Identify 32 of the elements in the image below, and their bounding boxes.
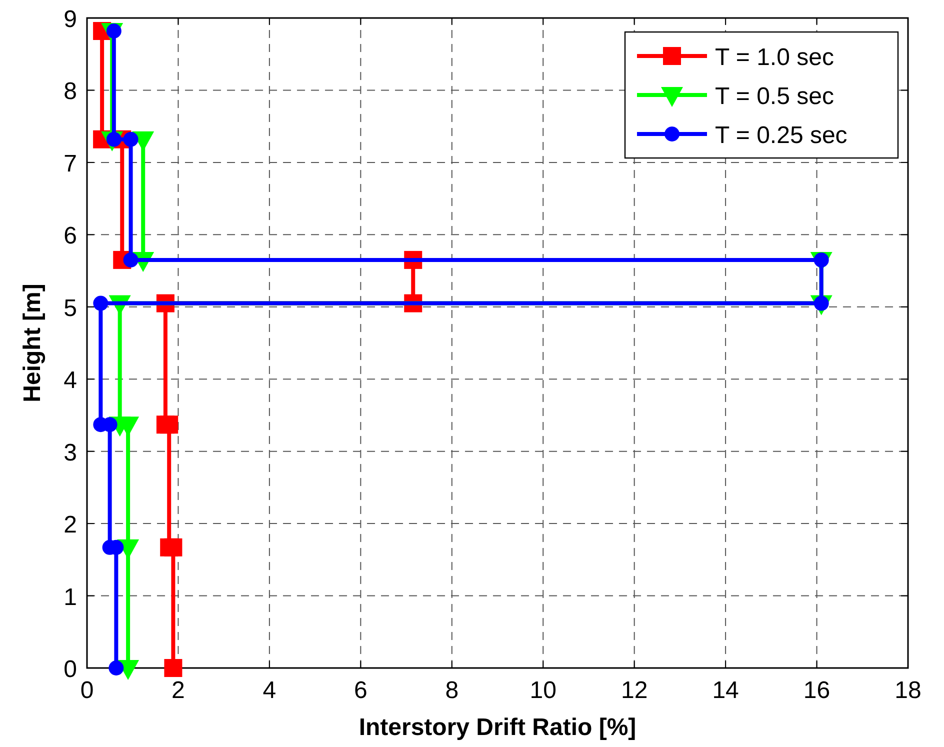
y-tick-label: 5 bbox=[64, 294, 77, 322]
x-axis-title: Interstory Drift Ratio [%] bbox=[358, 714, 636, 741]
point bbox=[93, 296, 108, 311]
x-tick-label: 16 bbox=[803, 677, 830, 704]
point bbox=[123, 252, 138, 268]
y-tick-label: 9 bbox=[64, 6, 77, 33]
point bbox=[123, 132, 138, 147]
x-tick-label: 12 bbox=[620, 677, 648, 704]
point bbox=[164, 659, 182, 677]
y-tick-label: 2 bbox=[64, 512, 77, 539]
legend-label: T = 0.5 sec bbox=[715, 83, 834, 110]
y-tick-label: 1 bbox=[64, 584, 77, 611]
point bbox=[160, 538, 178, 556]
y-tick-label: 4 bbox=[64, 367, 77, 394]
y-tick-label: 0 bbox=[64, 656, 77, 683]
y-tick-label: 6 bbox=[64, 222, 77, 250]
x-tick-label: 18 bbox=[894, 677, 922, 704]
y-tick-label: 3 bbox=[64, 439, 77, 466]
x-tick-label: 10 bbox=[530, 677, 556, 704]
point bbox=[108, 660, 124, 676]
y-tick-label: 7 bbox=[64, 150, 77, 178]
point bbox=[156, 416, 174, 434]
x-tick-label: 6 bbox=[354, 677, 368, 704]
x-tick-label: 0 bbox=[80, 677, 94, 704]
y-axis-title: Height [m] bbox=[19, 284, 46, 402]
x-tick-label: 2 bbox=[172, 677, 185, 704]
x-tick-label: 8 bbox=[445, 677, 459, 704]
x-tick-label: 4 bbox=[262, 677, 276, 704]
legend-label: T = 1.0 sec bbox=[715, 44, 834, 71]
legend-label: T = 0.25 sec bbox=[715, 122, 848, 149]
y-tick-label: 8 bbox=[64, 78, 77, 106]
x-tick-label: 14 bbox=[712, 677, 739, 704]
